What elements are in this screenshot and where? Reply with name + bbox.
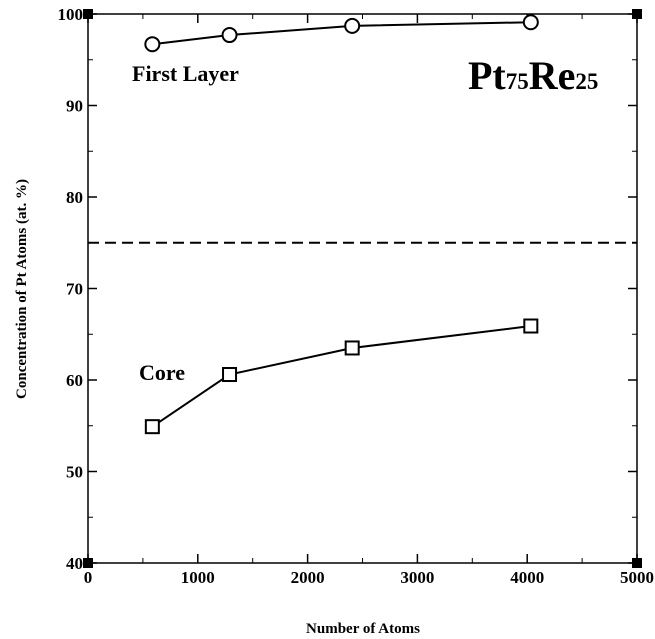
y-tick-label: 60 xyxy=(66,371,83,390)
title-subscript: 75 xyxy=(506,69,529,94)
title-element: Pt xyxy=(468,53,506,98)
y-tick-label: 80 xyxy=(66,188,83,207)
x-tick-label: 4000 xyxy=(510,568,544,587)
data-point-square xyxy=(222,367,238,383)
title-element: Re xyxy=(529,53,576,98)
data-point-circle xyxy=(144,36,161,53)
y-axis-title: Concentration of Pt Atoms (at. %) xyxy=(14,179,30,399)
x-tick-label: 2000 xyxy=(291,568,325,587)
data-point-circle xyxy=(221,27,238,44)
series-line xyxy=(151,325,531,428)
data-point-square xyxy=(144,419,160,435)
y-tick-label: 70 xyxy=(66,280,83,299)
series-label-core: Core xyxy=(139,360,185,385)
y-tick-label: 40 xyxy=(66,554,83,573)
data-point-circle xyxy=(522,14,539,31)
data-point-circle xyxy=(344,17,361,34)
x-tick-label: 1000 xyxy=(181,568,215,587)
chart-title: Pt75Re25 xyxy=(468,53,598,98)
x-tick-label: 3000 xyxy=(400,568,434,587)
y-tick-label: 50 xyxy=(66,463,83,482)
series-line xyxy=(152,21,531,46)
y-tick-label: 90 xyxy=(66,97,83,116)
data-point-square xyxy=(523,318,539,334)
y-tick-label: 100 xyxy=(58,5,84,24)
data-point-square xyxy=(344,340,360,356)
x-tick-label: 5000 xyxy=(620,568,654,587)
title-subscript: 25 xyxy=(575,69,598,94)
x-tick-label: 0 xyxy=(84,568,93,587)
x-axis-title: Number of Atoms xyxy=(306,621,420,637)
series-label-first-layer: First Layer xyxy=(132,61,239,86)
plot-area: 0 1000 2000 3000 4000 5000 40 50 60 70 80 90 100 Firs… xyxy=(58,5,655,587)
